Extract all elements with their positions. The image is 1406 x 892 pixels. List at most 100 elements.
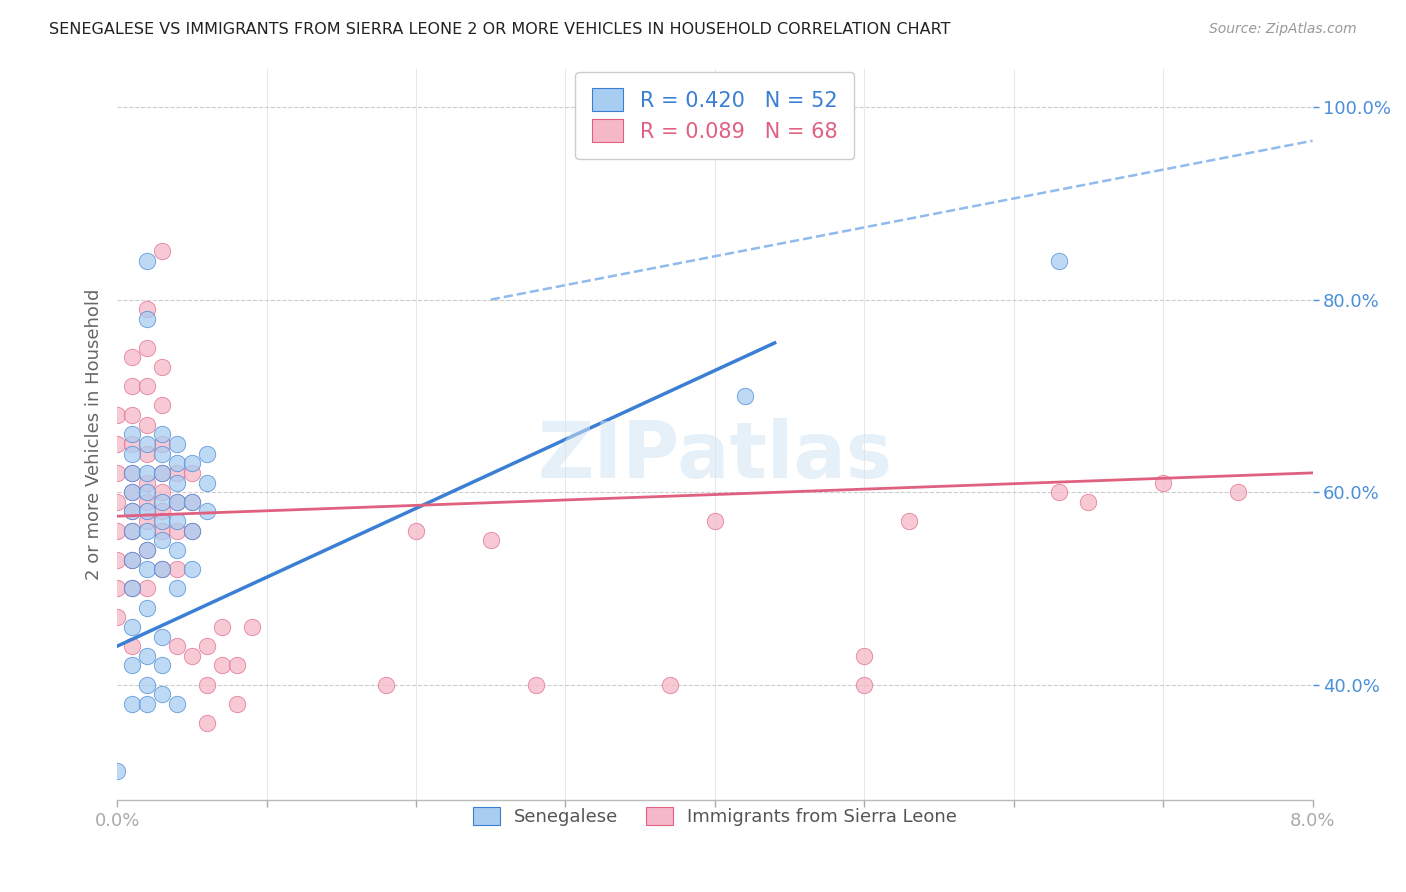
Point (166, 697, 188, 711)
Point (121, 504, 143, 518)
Point (734, 389, 756, 403)
Point (150, 514, 173, 528)
Point (211, 620, 233, 634)
Point (136, 514, 159, 528)
Point (166, 495, 188, 509)
Point (121, 697, 143, 711)
Point (150, 658, 173, 673)
Point (121, 504, 143, 518)
Legend: Senegalese, Immigrants from Sierra Leone: Senegalese, Immigrants from Sierra Leone (464, 797, 966, 835)
Point (121, 447, 143, 461)
Point (150, 485, 173, 500)
Point (136, 475, 159, 490)
Point (150, 533, 173, 548)
Point (136, 600, 159, 615)
Point (1047, 485, 1070, 500)
Point (150, 427, 173, 442)
Point (150, 447, 173, 461)
Point (405, 524, 427, 538)
Point (121, 351, 143, 365)
Point (166, 542, 188, 557)
Point (211, 658, 233, 673)
Point (105, 466, 128, 480)
Point (166, 495, 188, 509)
Point (136, 466, 159, 480)
Point (150, 399, 173, 413)
Point (150, 630, 173, 644)
Point (105, 495, 128, 509)
Point (136, 341, 159, 355)
Point (150, 504, 173, 518)
Point (180, 495, 202, 509)
Text: SENEGALESE VS IMMIGRANTS FROM SIERRA LEONE 2 OR MORE VEHICLES IN HOUSEHOLD CORRE: SENEGALESE VS IMMIGRANTS FROM SIERRA LEO… (49, 22, 950, 37)
Point (1047, 254, 1070, 268)
Point (150, 524, 173, 538)
Point (180, 648, 202, 663)
Point (1226, 485, 1249, 500)
Point (166, 466, 188, 480)
Point (166, 514, 188, 528)
Point (166, 524, 188, 538)
Point (166, 437, 188, 451)
Point (121, 485, 143, 500)
Point (225, 658, 247, 673)
Point (121, 408, 143, 422)
Point (121, 379, 143, 393)
Point (136, 582, 159, 596)
Point (166, 456, 188, 470)
Point (136, 417, 159, 432)
Point (195, 447, 218, 461)
Point (136, 437, 159, 451)
Point (180, 562, 202, 576)
Point (136, 562, 159, 576)
Point (150, 562, 173, 576)
Point (121, 582, 143, 596)
Point (240, 620, 263, 634)
Point (121, 552, 143, 566)
Point (136, 504, 159, 518)
Point (375, 678, 398, 692)
Point (121, 582, 143, 596)
Point (136, 379, 159, 393)
Point (121, 466, 143, 480)
Point (121, 524, 143, 538)
Point (195, 504, 218, 518)
Text: Source: ZipAtlas.com: Source: ZipAtlas.com (1209, 22, 1357, 37)
Text: ZIPatlas: ZIPatlas (537, 418, 893, 494)
Point (150, 562, 173, 576)
Point (180, 456, 202, 470)
Point (105, 408, 128, 422)
Point (1077, 495, 1099, 509)
Point (479, 533, 502, 548)
Point (105, 582, 128, 596)
Point (121, 485, 143, 500)
Point (121, 620, 143, 634)
Point (136, 302, 159, 317)
Point (195, 639, 218, 653)
Point (121, 466, 143, 480)
Point (121, 437, 143, 451)
Point (166, 639, 188, 653)
Point (853, 648, 876, 663)
Point (136, 542, 159, 557)
Point (121, 552, 143, 566)
Point (150, 495, 173, 509)
Y-axis label: 2 or more Vehicles in Household: 2 or more Vehicles in Household (86, 289, 103, 580)
Point (180, 495, 202, 509)
Point (105, 610, 128, 624)
Point (166, 562, 188, 576)
Point (150, 244, 173, 259)
Point (136, 447, 159, 461)
Point (136, 697, 159, 711)
Point (180, 524, 202, 538)
Point (898, 514, 921, 528)
Point (136, 311, 159, 326)
Point (524, 678, 547, 692)
Point (136, 678, 159, 692)
Point (180, 524, 202, 538)
Point (121, 658, 143, 673)
Point (853, 678, 876, 692)
Point (121, 427, 143, 442)
Point (659, 678, 682, 692)
Point (105, 437, 128, 451)
